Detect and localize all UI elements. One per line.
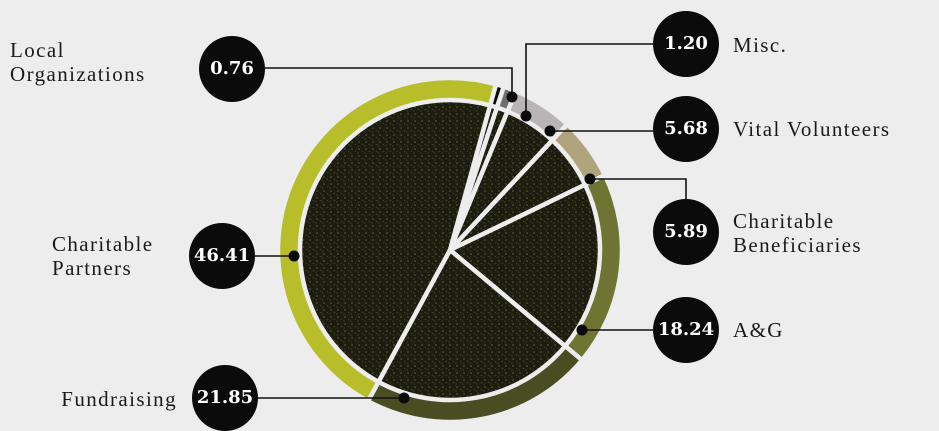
label-charitable-beneficiaries: Charitable Beneficiaries xyxy=(733,209,862,257)
label-misc: Misc. xyxy=(733,33,788,57)
leader-dot-misc xyxy=(520,110,532,122)
leader-dot-fundraising xyxy=(398,392,410,404)
value-badge-misc: 1.20 xyxy=(653,11,719,77)
value-badge-ag: 18.24 xyxy=(653,297,719,363)
label-charitable-partners-line1: Charitable xyxy=(52,232,154,256)
leader-line-local-organizations xyxy=(265,67,513,97)
label-ag: A&G xyxy=(733,318,784,342)
value-badge-charitable-beneficiaries: 5.89 xyxy=(653,199,719,265)
value-badge-local-organizations: 0.76 xyxy=(199,36,265,102)
leader-dot-charitable-beneficiaries xyxy=(584,173,596,185)
label-charitable-beneficiaries-line1: Charitable xyxy=(733,209,835,233)
label-vital-volunteers: Vital Volunteers xyxy=(733,117,891,141)
label-charitable-beneficiaries-line2: Beneficiaries xyxy=(733,233,862,257)
pie-slice-inner-charitable-partners xyxy=(297,97,493,385)
leader-dot-vital-volunteers xyxy=(544,125,556,137)
leader-dot-local-organizations xyxy=(506,91,518,103)
label-local-organizations: Local Organizations xyxy=(10,38,146,86)
leader-dot-charitable-partners xyxy=(288,250,300,262)
leader-lines-group xyxy=(255,43,687,404)
pie-slice-inner-a-g xyxy=(445,181,603,350)
leader-line-charitable-beneficiaries xyxy=(590,178,687,199)
value-badge-charitable-partners: 46.41 xyxy=(189,223,255,289)
label-local-organizations-line1: Local xyxy=(10,38,65,62)
label-fundraising: Fundraising xyxy=(61,387,177,411)
label-local-organizations-line2: Organizations xyxy=(10,62,146,86)
value-badge-fundraising: 21.85 xyxy=(192,365,258,431)
slices-group xyxy=(275,75,625,425)
leader-line-misc xyxy=(525,43,653,116)
label-charitable-partners: Charitable Partners xyxy=(52,232,153,280)
pie-slice-inner-fundraising xyxy=(375,246,569,403)
label-charitable-partners-line2: Partners xyxy=(52,256,133,280)
value-badge-vital-volunteers: 5.68 xyxy=(653,96,719,162)
leader-dot-ag xyxy=(576,324,588,336)
